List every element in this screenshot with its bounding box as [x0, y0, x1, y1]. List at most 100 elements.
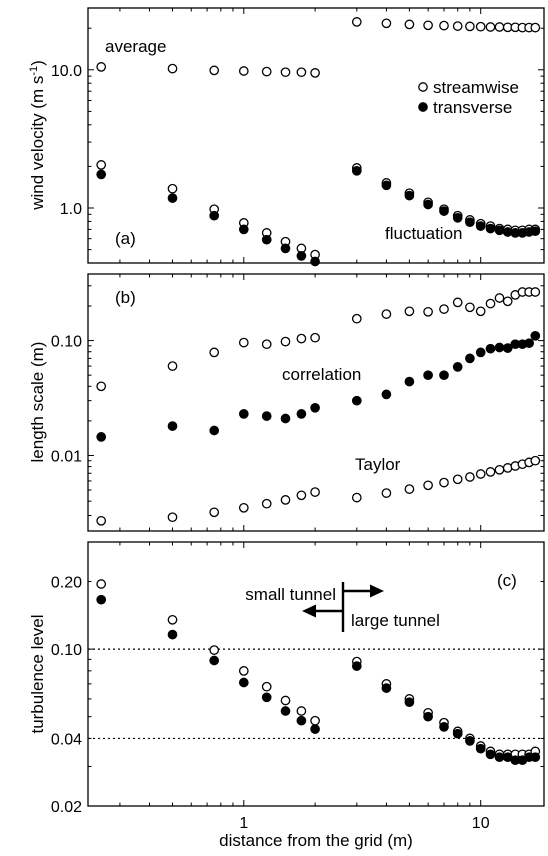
data-point-open	[167, 512, 178, 523]
arrow-right-icon	[370, 584, 384, 598]
data-point-filled	[238, 677, 249, 688]
data-point-open	[423, 20, 433, 31]
data-point-open	[485, 298, 496, 309]
annotation-fluctuation: fluctuation	[385, 224, 463, 243]
data-point-filled	[280, 706, 291, 716]
data-point-open	[452, 474, 463, 485]
panel-a-ticks: 1.0 10.0	[51, 8, 544, 264]
data-point-open	[280, 67, 291, 78]
data-point-filled	[494, 752, 505, 763]
data-point-open	[238, 337, 249, 348]
data-point-open	[351, 492, 362, 503]
data-point-open	[475, 21, 486, 32]
data-point-filled	[530, 330, 541, 341]
data-point-filled	[439, 206, 449, 216]
y-tick-label: 0.10	[51, 334, 82, 351]
data-point-open	[167, 361, 178, 371]
data-point-open	[209, 507, 220, 518]
data-point-open	[296, 67, 307, 78]
data-point-filled	[261, 234, 272, 245]
data-point-filled	[475, 221, 486, 231]
data-point-open	[96, 160, 107, 170]
data-point-open	[494, 464, 505, 475]
data-point-filled	[261, 411, 272, 421]
data-point-filled	[381, 683, 392, 693]
data-point-filled	[209, 425, 220, 436]
data-point-open	[485, 467, 496, 477]
data-point-open	[475, 306, 486, 317]
data-point-filled	[423, 711, 433, 722]
data-point-open	[238, 66, 249, 76]
data-point-filled	[381, 389, 392, 400]
annotation-correlation: correlation	[282, 365, 361, 384]
data-point-filled	[530, 226, 541, 237]
legend: streamwise transverse	[418, 78, 519, 117]
panel-b-ylabel: length scale (m)	[28, 342, 47, 463]
annotation-small-tunnel: small tunnel	[245, 585, 336, 604]
data-point-open	[494, 293, 505, 303]
data-point-open	[296, 490, 307, 501]
data-point-filled	[485, 749, 496, 760]
data-point-filled	[494, 225, 505, 236]
data-point-filled	[475, 347, 486, 358]
data-point-filled	[465, 736, 475, 746]
data-point-open	[209, 347, 220, 358]
data-point-filled	[439, 370, 449, 381]
data-point-filled	[404, 190, 415, 201]
panel-a-ylabel: wind velocity (m s-1)	[28, 60, 47, 211]
data-point-open	[261, 66, 272, 77]
panel-b-marks	[96, 287, 541, 526]
data-point-open	[530, 22, 541, 33]
data-point-open	[209, 645, 220, 655]
data-point-filled	[209, 210, 220, 221]
data-point-open	[96, 515, 107, 526]
panel-c-turbulence-level: 0.02 0.04 0.10 0.20 1 10 (c) small tunnel lar…	[28, 541, 545, 850]
data-point-open	[209, 65, 220, 76]
data-point-open	[238, 502, 249, 513]
data-point-filled	[296, 715, 307, 726]
data-point-open	[485, 22, 496, 32]
x-tick-label: 1	[239, 815, 248, 832]
data-point-open	[296, 706, 307, 716]
data-point-open	[381, 309, 392, 319]
data-point-open	[530, 455, 541, 466]
data-point-open	[280, 495, 291, 505]
data-point-filled	[209, 655, 220, 666]
data-point-filled	[452, 212, 463, 223]
data-point-open	[167, 63, 178, 74]
data-point-filled	[96, 169, 107, 180]
data-point-open	[238, 666, 249, 676]
data-point-open	[452, 297, 463, 308]
data-point-open	[261, 498, 272, 509]
data-point-open	[381, 18, 392, 29]
data-point-open	[404, 19, 415, 30]
data-point-open	[351, 17, 362, 27]
data-point-filled	[351, 165, 362, 176]
data-point-open	[404, 484, 415, 494]
data-point-open	[439, 20, 449, 31]
arrow-left-icon	[302, 604, 316, 618]
data-point-open	[465, 472, 475, 482]
data-point-filled	[310, 256, 320, 267]
data-point-open	[310, 332, 320, 343]
panel-b-length-scale: 0.01 0.10 (b) correlation Taylor length s…	[28, 273, 545, 532]
data-point-filled	[465, 217, 475, 228]
data-point-filled	[381, 180, 392, 191]
data-point-filled	[261, 692, 272, 703]
panel-b-ticks: 0.01 0.10	[51, 274, 544, 531]
data-point-filled	[96, 594, 107, 605]
data-point-open	[439, 477, 449, 488]
data-point-filled	[238, 224, 249, 235]
legend-label-streamwise: streamwise	[433, 78, 519, 97]
data-point-filled	[502, 343, 513, 353]
data-point-open	[494, 22, 505, 32]
data-point-filled	[452, 362, 463, 372]
panel-c-frame	[87, 541, 545, 807]
data-point-open	[261, 339, 272, 350]
data-point-filled	[494, 342, 505, 353]
data-point-open	[96, 381, 107, 392]
panel-c-marks	[96, 579, 541, 766]
data-point-open	[167, 183, 178, 194]
y-tick-label: 0.01	[51, 448, 82, 465]
data-point-filled	[296, 409, 307, 419]
